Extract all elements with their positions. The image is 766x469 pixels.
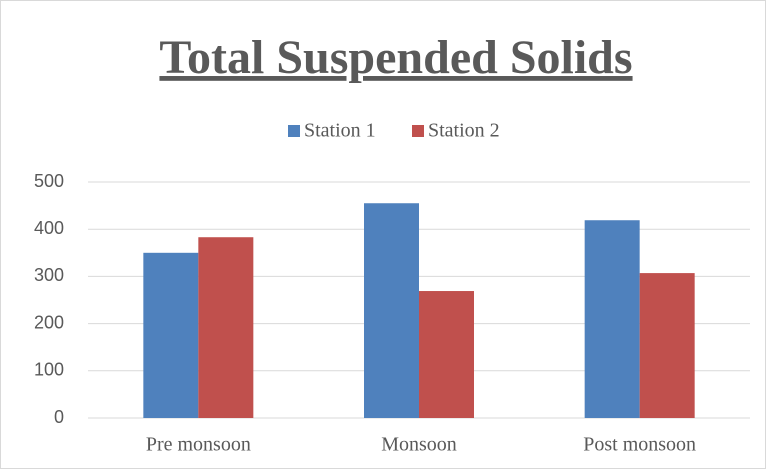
bar	[143, 252, 199, 418]
bar	[364, 203, 419, 418]
legend-label: Station 2	[428, 120, 500, 142]
bar	[639, 273, 695, 418]
bar	[198, 237, 254, 418]
y-tick-label: 100	[34, 360, 64, 380]
y-tick-label: 0	[54, 407, 64, 427]
legend-swatch	[412, 125, 424, 137]
legend-swatch	[288, 125, 300, 137]
y-tick-label: 500	[34, 171, 64, 191]
y-tick-label: 400	[34, 218, 64, 238]
x-tick-label: Pre monsoon	[146, 434, 251, 456]
chart-title: Total Suspended Solids	[159, 31, 632, 84]
bar	[584, 220, 640, 418]
y-tick-label: 300	[34, 265, 64, 285]
x-tick-label: Post monsoon	[583, 434, 696, 456]
bar	[419, 291, 474, 418]
y-tick-label: 200	[34, 312, 64, 332]
legend-label: Station 1	[304, 120, 376, 142]
x-tick-label: Monsoon	[381, 434, 457, 456]
